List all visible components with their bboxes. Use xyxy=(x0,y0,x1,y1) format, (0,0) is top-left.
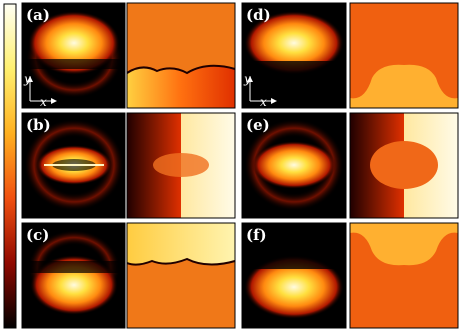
panel-label: (d) xyxy=(246,6,271,24)
panel-e-phase xyxy=(349,112,459,219)
panel-c-phase xyxy=(126,222,236,329)
panel-label: (f) xyxy=(246,226,267,244)
panel-label: (e) xyxy=(246,116,270,134)
axis-label: y xyxy=(243,72,251,86)
panel-e-intensity: (e) xyxy=(241,112,347,219)
panel-b-intensity: (b) xyxy=(21,112,126,219)
panel-label: (c) xyxy=(26,226,49,244)
panel-b-phase xyxy=(126,112,236,219)
panel-f-intensity: (f) xyxy=(241,222,347,329)
panel-label: (b) xyxy=(26,116,51,134)
panel-a-intensity: (a) y x xyxy=(21,2,126,109)
panel-a-phase xyxy=(126,2,236,109)
panel-f-phase xyxy=(349,222,459,329)
panel-d-intensity: (d) y x xyxy=(241,2,347,109)
axis-label: x xyxy=(260,95,267,109)
panel-label: (a) xyxy=(26,6,50,24)
panel-d-phase xyxy=(349,2,459,109)
axis-label: x xyxy=(40,95,47,109)
axis-label: y xyxy=(23,72,31,86)
colorbar xyxy=(3,3,17,329)
panel-c-intensity: (c) xyxy=(21,222,126,329)
